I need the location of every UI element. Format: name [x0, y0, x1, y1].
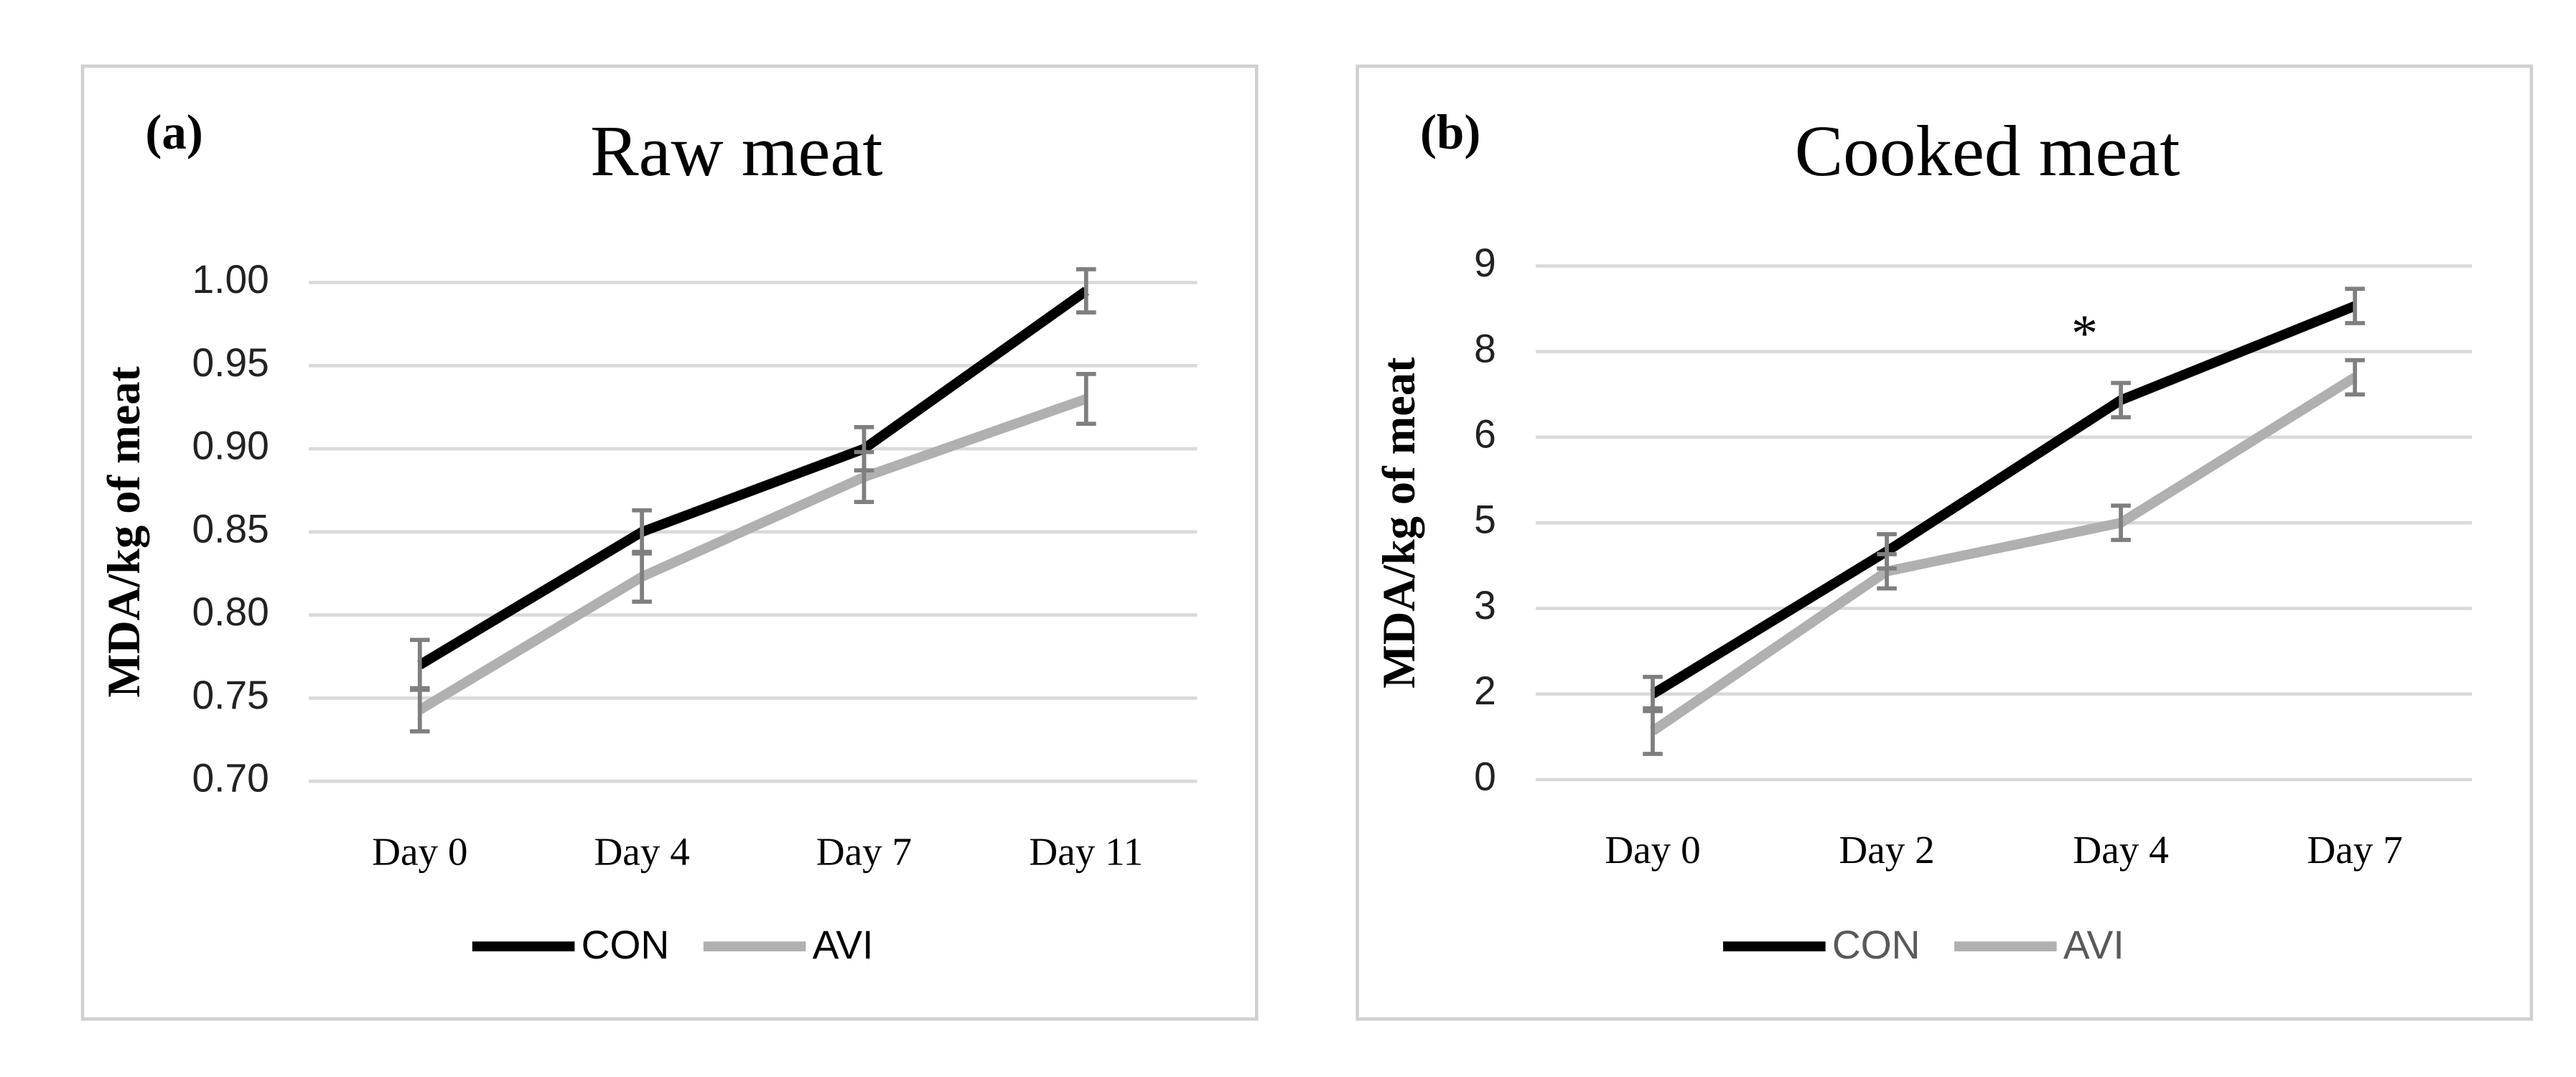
y-tick-label: 0.90 — [192, 424, 269, 468]
legend-label: AVI — [2063, 923, 2124, 967]
y-axis-label: MDA/kg of meat — [98, 366, 149, 698]
y-tick-label: 2 — [1474, 668, 1496, 713]
legend-label: CON — [1832, 923, 1921, 967]
y-axis-label: MDA/kg of meat — [1373, 357, 1424, 689]
series-line — [1650, 301, 2357, 699]
panel-border — [1355, 64, 2534, 1021]
y-tick-label: 0.75 — [192, 673, 269, 717]
y-tick-label: 0.85 — [192, 506, 269, 551]
error-bar — [1877, 551, 1897, 591]
y-tick-label: 3 — [1474, 583, 1496, 628]
error-bar — [854, 449, 874, 504]
x-tick-label: Day 4 — [594, 829, 689, 873]
x-tick-label: Day 2 — [1839, 828, 1934, 872]
y-tick-label: 9 — [1474, 241, 1496, 285]
x-tick-label: Day 0 — [372, 829, 467, 873]
error-bar — [2111, 503, 2131, 542]
y-tick-label: 0 — [1474, 754, 1496, 798]
y-tick-label: 0.70 — [192, 756, 269, 801]
panel-label: (b) — [1420, 105, 1480, 159]
chart-title: Cooked meat — [1795, 111, 2180, 191]
chart-title: Raw meat — [590, 111, 882, 191]
error-bar — [2345, 358, 2365, 397]
series-line — [1650, 373, 2358, 735]
y-tick-label: 5 — [1474, 498, 1496, 542]
x-tick-label: Day 4 — [2073, 828, 2168, 872]
error-bar — [632, 549, 652, 604]
annotation: * — [2071, 304, 2098, 363]
error-bar — [409, 686, 430, 734]
y-tick-label: 0.95 — [192, 340, 269, 385]
legend-label: CON — [582, 923, 670, 967]
y-tick-label: 8 — [1474, 326, 1496, 370]
panel: (b) Cooked meat MDA/kg of meat 0 2 3 5 6 8 9 Day 0… — [1355, 64, 2534, 1021]
x-tick-label: Day 7 — [816, 829, 912, 873]
x-tick-label: Day 0 — [1605, 828, 1700, 872]
y-tick-label: 0.80 — [192, 589, 269, 634]
y-tick-label: 1.00 — [192, 257, 269, 302]
error-bar — [2345, 286, 2365, 325]
series-line — [417, 394, 1088, 714]
panel-border — [80, 64, 1259, 1021]
panel: (a) Raw meat MDA/kg of meat 0.70 0.75 0.80 0.8… — [80, 64, 1259, 1021]
error-bar — [1076, 267, 1096, 315]
legend-label: AVI — [813, 923, 874, 967]
y-tick-label: 6 — [1474, 412, 1496, 457]
x-tick-label: Day 11 — [1029, 829, 1143, 873]
error-bar — [1643, 706, 1663, 756]
error-bar — [2111, 381, 2131, 419]
panel-label: (a) — [145, 105, 202, 159]
error-bar — [1076, 371, 1096, 426]
x-tick-label: Day 7 — [2307, 828, 2402, 872]
series-line — [417, 286, 1089, 669]
